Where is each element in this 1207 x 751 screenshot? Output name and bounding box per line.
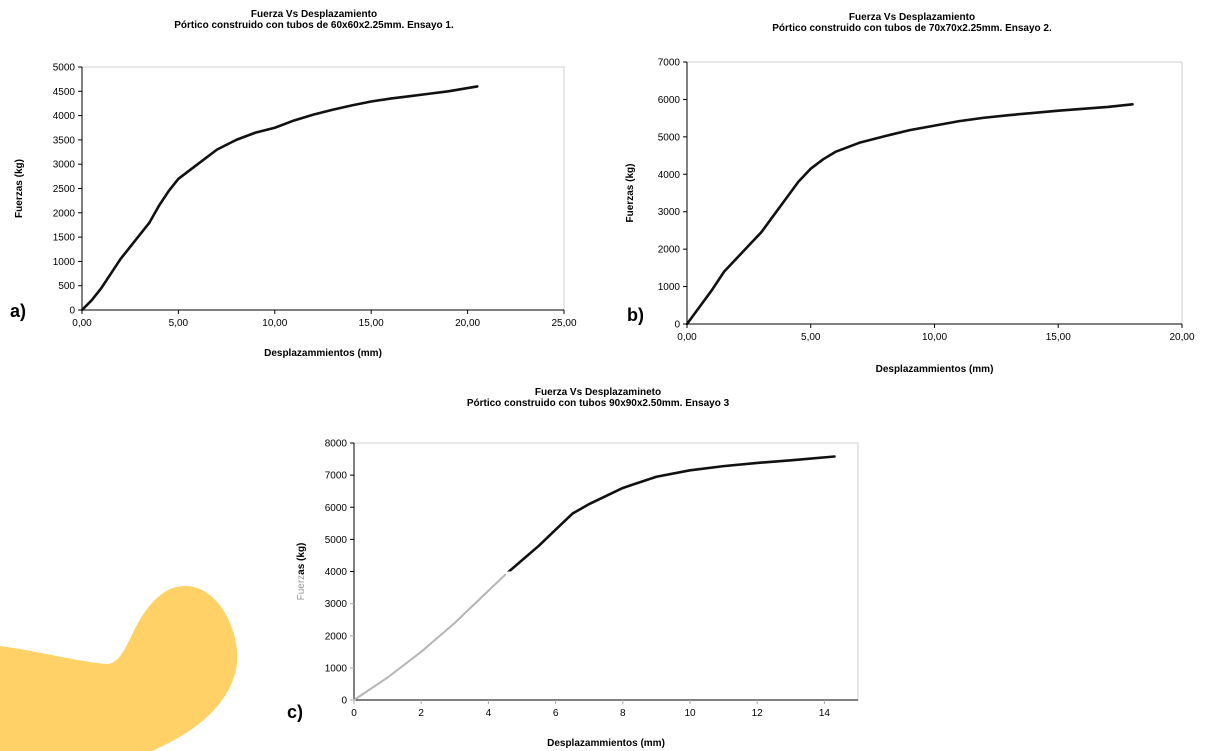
x-tick-label: 10,00 xyxy=(922,332,947,343)
x-tick-label: 0,00 xyxy=(72,318,92,329)
x-tick-label: 8 xyxy=(620,708,626,719)
y-tick-label: 0 xyxy=(341,696,347,707)
x-tick-label: 0 xyxy=(351,708,357,719)
y-tick-label: 5000 xyxy=(325,535,348,546)
x-tick-label: 14 xyxy=(819,708,831,719)
panel-label: b) xyxy=(627,305,644,325)
x-tick-label: 5,00 xyxy=(801,332,821,343)
chart-title-line: Pórtico construido con tubos de 70x70x2.… xyxy=(772,23,1052,34)
x-tick-label: 15,00 xyxy=(1046,332,1071,343)
x-tick-label: 4 xyxy=(486,708,492,719)
y-tick-label: 1000 xyxy=(325,663,348,674)
series-line xyxy=(685,102,1134,326)
chart-title-line: Fuerza Vs Desplazamiento xyxy=(251,9,377,20)
y-tick-label: 7000 xyxy=(658,58,681,69)
panel-label: a) xyxy=(10,301,26,321)
x-tick-label: 5,00 xyxy=(169,318,189,329)
chart-title-line: Pórtico construido con tubos de 60x60x2.… xyxy=(174,20,454,31)
y-tick-label: 2500 xyxy=(53,184,76,195)
panel-label: c) xyxy=(287,702,303,722)
x-tick-label: 20,00 xyxy=(1169,332,1194,343)
y-tick-label: 1000 xyxy=(658,282,681,293)
x-tick-label: 20,00 xyxy=(455,318,480,329)
chart-title-line: Fuerza Vs Desplazamineto xyxy=(535,387,661,398)
y-axis-label: Fuerzas (kg) xyxy=(14,159,25,218)
x-tick-label: 0,00 xyxy=(677,332,697,343)
y-tick-label: 1000 xyxy=(53,257,76,268)
y-tick-label: 8000 xyxy=(325,439,348,450)
x-tick-label: 25,00 xyxy=(551,318,576,329)
y-tick-label: 3000 xyxy=(658,207,681,218)
x-tick-label: 12 xyxy=(752,708,764,719)
y-tick-label: 2000 xyxy=(53,208,76,219)
y-tick-label: 2000 xyxy=(658,245,681,256)
chart-title-line: Pórtico construido con tubos 90x90x2.50m… xyxy=(467,398,730,409)
y-tick-label: 6000 xyxy=(658,95,681,106)
x-tick-label: 10,00 xyxy=(262,318,287,329)
y-tick-label: 0 xyxy=(674,320,680,331)
y-tick-label: 6000 xyxy=(325,503,348,514)
x-tick-label: 2 xyxy=(418,708,424,719)
y-axis-label-faded-part: Fuerz xyxy=(296,575,307,601)
plot-area xyxy=(353,442,859,701)
chart-title-line: Fuerza Vs Desplazamiento xyxy=(849,12,975,23)
y-tick-label: 4000 xyxy=(325,567,348,578)
y-tick-label: 5000 xyxy=(53,63,76,74)
y-tick-label: 5000 xyxy=(658,132,681,143)
y-tick-label: 1500 xyxy=(53,233,76,244)
y-tick-label: 500 xyxy=(58,281,75,292)
y-tick-label: 3000 xyxy=(325,599,348,610)
y-axis-label: Fuerzas (kg) xyxy=(625,164,636,223)
y-axis-label: Fuerzas (kg) xyxy=(296,543,307,601)
series-line xyxy=(80,85,479,312)
y-tick-label: 4000 xyxy=(658,170,681,181)
x-axis-label: Desplazammientos (mm) xyxy=(876,364,994,375)
y-tick-label: 0 xyxy=(69,306,75,317)
y-tick-label: 4000 xyxy=(53,111,76,122)
y-tick-label: 3000 xyxy=(53,160,76,171)
x-axis-label: Desplazammientos (mm) xyxy=(264,348,382,359)
y-tick-label: 2000 xyxy=(325,631,348,642)
x-tick-label: 10 xyxy=(684,708,696,719)
plot-area xyxy=(686,61,1183,325)
y-tick-label: 7000 xyxy=(325,471,348,482)
y-axis-label-dark-part: as (kg) xyxy=(296,543,307,575)
x-tick-label: 15,00 xyxy=(359,318,384,329)
x-axis-label: Desplazammientos (mm) xyxy=(547,738,665,749)
series-line-upper xyxy=(506,455,836,572)
y-tick-label: 3500 xyxy=(53,135,76,146)
plot-area xyxy=(81,66,565,311)
x-tick-label: 6 xyxy=(553,708,559,719)
y-tick-label: 4500 xyxy=(53,87,76,98)
series-line-lower xyxy=(353,573,507,701)
